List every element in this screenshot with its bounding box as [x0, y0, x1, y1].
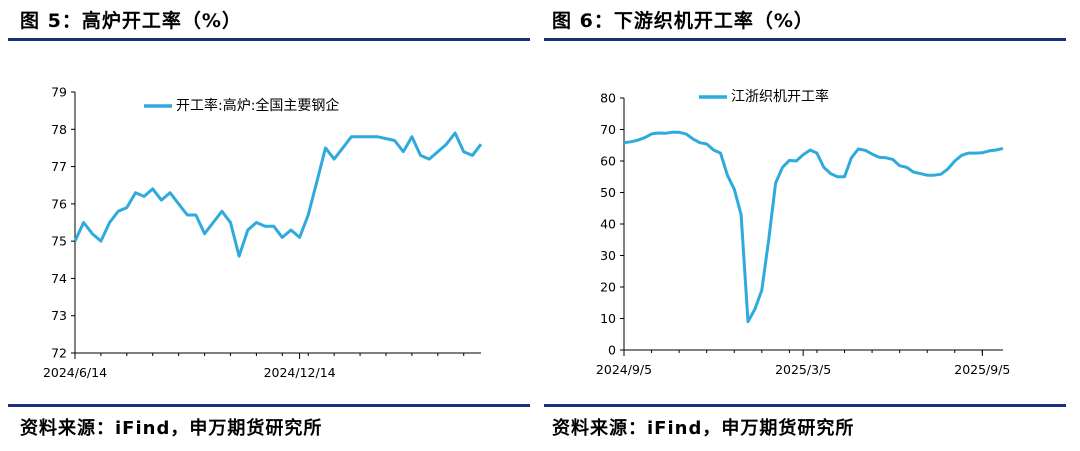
y-tick-label: 79 — [51, 85, 67, 100]
y-tick-label: 20 — [600, 280, 616, 295]
y-tick-label: 70 — [600, 122, 616, 137]
y-tick-label: 72 — [51, 346, 67, 361]
figure-6-footer-rule — [544, 404, 1066, 407]
figure-6-title: 图 6：下游织机开工率（%） — [552, 10, 814, 32]
y-tick-label: 80 — [600, 91, 616, 106]
series-line — [623, 130, 1004, 324]
y-tick-label: 40 — [600, 217, 616, 232]
y-tick-label: 50 — [600, 185, 616, 200]
x-tick-label: 2024/9/5 — [596, 362, 652, 377]
legend-label: 开工率:高炉:全国主要钢企 — [176, 97, 339, 114]
x-tick-label: 2024/12/14 — [264, 365, 336, 380]
y-tick-label: 76 — [51, 196, 67, 211]
legend-label: 江浙织机开工率 — [731, 88, 829, 105]
y-tick-label: 78 — [51, 122, 67, 137]
y-tick-label: 10 — [600, 311, 616, 326]
loom-operating-rate-chart: 0 10 20 30 40 50 60 70 80 2024/9/5 2025/3/5 2025/9/… — [596, 88, 1010, 377]
figure-6-source: 资料来源：iFind，申万期货研究所 — [552, 418, 855, 439]
y-tick-label: 73 — [51, 308, 67, 323]
blast-furnace-chart: 72 73 74 75 76 77 78 79 2024/6/14 2024/12/14 开工率:高… — [43, 85, 483, 380]
y-tick-label: 0 — [608, 343, 616, 358]
figure-5-title: 图 5：高炉开工率（%） — [20, 10, 242, 32]
figure-5-footer-rule — [8, 404, 530, 407]
x-tick-label: 2025/3/5 — [775, 362, 831, 377]
y-tick-label: 30 — [600, 248, 616, 263]
figure-5-source: 资料来源：iFind，申万期货研究所 — [20, 418, 323, 439]
figure-6-header-rule — [544, 38, 1066, 41]
y-tick-label: 60 — [600, 154, 616, 169]
figure-5-header-rule — [8, 38, 530, 41]
x-tick-label: 2025/9/5 — [954, 362, 1010, 377]
y-tick-label: 75 — [51, 234, 67, 249]
y-tick-label: 77 — [51, 159, 67, 174]
y-tick-label: 74 — [51, 271, 67, 286]
series-line — [73, 131, 483, 258]
x-tick-label: 2024/6/14 — [43, 365, 107, 380]
